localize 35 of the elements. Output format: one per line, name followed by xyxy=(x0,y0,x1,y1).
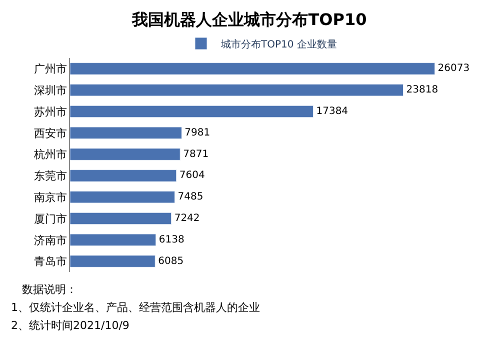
y-tick-label: 深圳市 xyxy=(34,84,67,97)
bar xyxy=(70,62,436,75)
y-tick-label: 南京市 xyxy=(34,190,67,204)
data-label: 6085 xyxy=(158,256,184,267)
y-tick-label: 厦门市 xyxy=(34,212,67,226)
y-tick-label: 广州市 xyxy=(34,62,67,76)
data-label: 17384 xyxy=(316,106,348,117)
y-tick-label: 青岛市 xyxy=(34,255,67,268)
chart-title: 我国机器人企业城市分布TOP10 xyxy=(131,10,367,29)
bar xyxy=(70,105,314,118)
bar xyxy=(70,170,177,182)
text: 1、仅统计企业名、产品、经营范围含机器人的企业 xyxy=(11,301,260,314)
text: 数据说明： xyxy=(22,283,77,296)
data-label: 7485 xyxy=(178,192,204,203)
data-label: 7242 xyxy=(174,212,200,224)
y-tick-label: 苏州市 xyxy=(34,105,67,118)
bar xyxy=(70,190,175,204)
data-label: 23818 xyxy=(406,84,438,96)
y-tick-label: 东莞市 xyxy=(34,170,67,183)
text: 2、统计时间2021/10/9 xyxy=(11,319,130,332)
bar xyxy=(70,212,172,225)
data-label: 26073 xyxy=(438,63,470,74)
y-tick-label: 西安市 xyxy=(34,126,67,140)
bar xyxy=(70,148,180,160)
data-label: 6138 xyxy=(158,234,184,246)
bar xyxy=(70,255,156,268)
y-tick-label: 杭州市 xyxy=(32,148,67,162)
bar xyxy=(70,234,156,246)
y-tick-label: 济南市 xyxy=(34,234,67,247)
bar xyxy=(70,126,182,140)
data-label: 7604 xyxy=(179,170,205,182)
data-label: 7871 xyxy=(183,148,209,160)
legend-label: 城市分布TOP10 企业数量 xyxy=(220,38,337,50)
bar xyxy=(70,84,404,96)
data-label: 7981 xyxy=(184,127,210,138)
